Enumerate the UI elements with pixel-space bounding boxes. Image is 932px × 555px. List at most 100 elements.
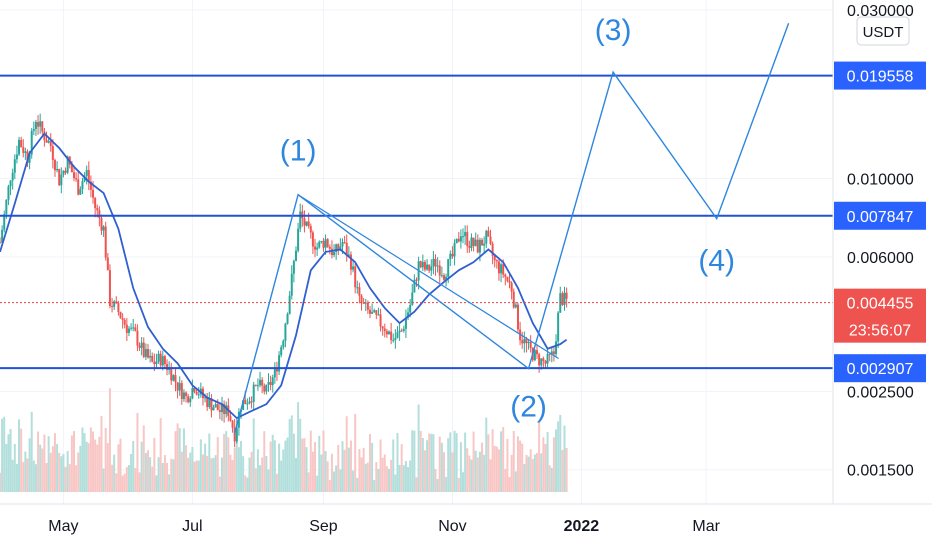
volume-bar xyxy=(22,462,25,492)
candle-body xyxy=(235,427,238,442)
volume-bar xyxy=(394,474,397,492)
candle-body xyxy=(189,398,192,403)
volume-bar xyxy=(144,453,147,492)
price-tick-label: 0.006000 xyxy=(847,250,914,267)
candle-body xyxy=(60,174,63,186)
candle-body xyxy=(495,260,498,262)
candle-body xyxy=(527,341,530,344)
candle-body xyxy=(195,391,198,395)
candle-body xyxy=(130,327,133,329)
candle-body xyxy=(487,230,490,237)
candle-body xyxy=(343,242,346,244)
candle-body xyxy=(208,398,211,408)
volume-bar xyxy=(506,438,509,492)
candle-body xyxy=(22,147,25,153)
volume-bar xyxy=(430,433,433,492)
volume-bar xyxy=(204,443,207,492)
volume-bar xyxy=(24,451,27,492)
wave-projection[interactable]: (1) (2) (3) (4) xyxy=(234,14,790,434)
volume-bar xyxy=(318,435,321,492)
volume-bar xyxy=(53,433,56,492)
candle-body xyxy=(246,403,249,405)
volume-bar xyxy=(284,440,287,492)
candle-body xyxy=(402,328,405,331)
candle-body xyxy=(500,264,503,274)
volume-bar xyxy=(83,433,86,492)
volume-bar xyxy=(72,431,75,492)
candle-body xyxy=(284,323,287,341)
volume-bar xyxy=(538,421,541,492)
candle-body xyxy=(72,172,75,179)
volume-bar xyxy=(267,469,270,492)
candle-body xyxy=(229,416,232,421)
candle-body xyxy=(104,226,107,258)
candle-body xyxy=(307,221,310,227)
candle-body xyxy=(326,239,329,247)
volume-bar xyxy=(185,445,188,492)
volume-bar xyxy=(404,461,407,492)
candle-body xyxy=(155,361,158,364)
volume-bar xyxy=(146,450,149,492)
time-tick-label: May xyxy=(48,518,78,535)
volume-bar xyxy=(115,473,118,492)
candle-body xyxy=(415,279,418,281)
candle-body xyxy=(286,313,289,324)
candle-body xyxy=(121,318,124,321)
candle-body xyxy=(187,396,190,403)
volume-bar xyxy=(514,471,517,492)
candle-body xyxy=(269,382,272,386)
volume-bar xyxy=(218,476,221,492)
candle-body xyxy=(561,293,564,305)
candle-body xyxy=(347,254,350,256)
candle-body xyxy=(462,236,465,238)
candle-body xyxy=(504,274,507,277)
candle-body xyxy=(442,275,445,280)
candle-body xyxy=(345,242,348,256)
candle-body xyxy=(294,250,297,261)
candle-body xyxy=(318,241,321,248)
volume-bar xyxy=(360,457,363,492)
volume-bar xyxy=(77,452,80,492)
candle-body xyxy=(421,261,424,268)
currency-badge-box xyxy=(856,16,910,46)
time-tick-label: Mar xyxy=(692,518,720,535)
volume-bar xyxy=(286,437,289,492)
candle-body xyxy=(542,358,545,361)
price-axis[interactable]: 0.030000 0.010000 0.006000 0.002500 0.001500… xyxy=(832,0,926,504)
volume-bar xyxy=(282,449,285,492)
candle-body xyxy=(392,340,395,342)
horizontal-levels[interactable] xyxy=(0,74,833,370)
currency-badge[interactable]: USDT xyxy=(856,16,910,46)
candle-body xyxy=(218,410,221,413)
volume-bar xyxy=(565,447,568,492)
volume-bar xyxy=(26,458,29,492)
volume-bar xyxy=(364,463,367,492)
volume-bar xyxy=(242,456,245,492)
volume-bar xyxy=(278,443,281,492)
volume-bar xyxy=(41,448,44,492)
wave-label: (4) xyxy=(698,245,735,278)
volume-bar xyxy=(398,464,401,492)
candle-body xyxy=(223,403,226,415)
volume-bar xyxy=(79,445,82,492)
candle-body xyxy=(132,327,135,329)
volume-bar xyxy=(130,454,133,492)
wave-path[interactable] xyxy=(234,23,790,434)
volume-bar xyxy=(396,432,399,492)
volume-bar xyxy=(314,441,317,492)
candle-body xyxy=(358,287,361,296)
volume-bar xyxy=(58,452,61,492)
volume-bar xyxy=(466,448,469,492)
price-tick-label: 0.030000 xyxy=(847,3,914,20)
candle-body xyxy=(292,260,295,274)
time-tick-label: Nov xyxy=(438,518,466,535)
volume-bar xyxy=(324,451,327,492)
volume-bar xyxy=(447,438,450,492)
time-axis[interactable]: May Jul Sep Nov 2022 Mar xyxy=(0,503,932,535)
candle-body xyxy=(140,342,143,348)
volume-bar xyxy=(121,475,124,492)
volume-bar xyxy=(339,469,342,492)
candle-body xyxy=(457,238,460,242)
